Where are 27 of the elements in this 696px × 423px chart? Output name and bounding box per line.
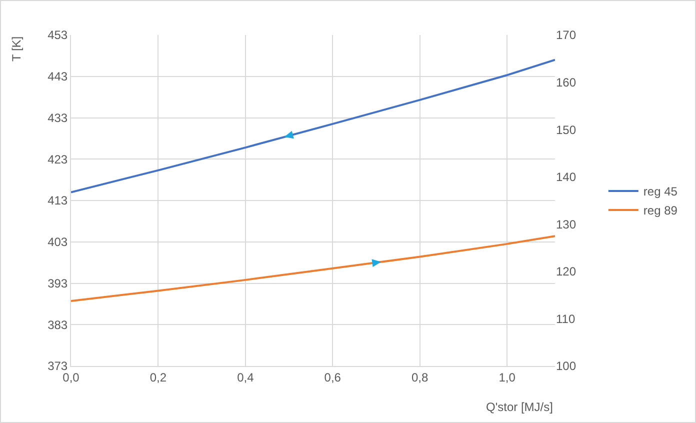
x-tick-label: 0,6 (324, 370, 342, 384)
x-tick-label: 0,8 (411, 370, 428, 384)
y2-tick-label: 140 (556, 170, 576, 184)
y-tick-label: 433 (48, 110, 68, 125)
x-tick-label: 0,2 (150, 370, 167, 384)
x-tick-label: 1,0 (498, 370, 516, 384)
legend-label: reg 45 (643, 184, 678, 199)
y2-tick-label: 160 (556, 75, 576, 90)
y-tick-label: 423 (48, 152, 68, 166)
y2-tick-label: 110 (556, 312, 576, 326)
line-series (71, 235, 555, 302)
y-tick-label: 393 (48, 276, 68, 290)
y-tick-label: 383 (48, 318, 68, 332)
y-tick-label: 453 (48, 28, 68, 42)
y-axis-title: T [K] (10, 36, 24, 62)
y2-tick-label: 130 (556, 217, 576, 232)
y-tick-label: 413 (48, 194, 68, 208)
line-series (71, 58, 555, 194)
x-tick-label: 0,4 (237, 370, 254, 384)
y-tick-label: 403 (48, 235, 68, 250)
y2-tick-label: 150 (556, 122, 576, 137)
y-tick-label: 443 (48, 70, 68, 84)
x-axis-title: Q'stor [MJ/s] (486, 400, 553, 414)
y2-tick-label: 170 (556, 28, 576, 42)
legend-label: reg 89 (643, 204, 678, 218)
y2-tick-label: 120 (556, 264, 576, 279)
y2-tick-label: 100 (556, 359, 576, 374)
